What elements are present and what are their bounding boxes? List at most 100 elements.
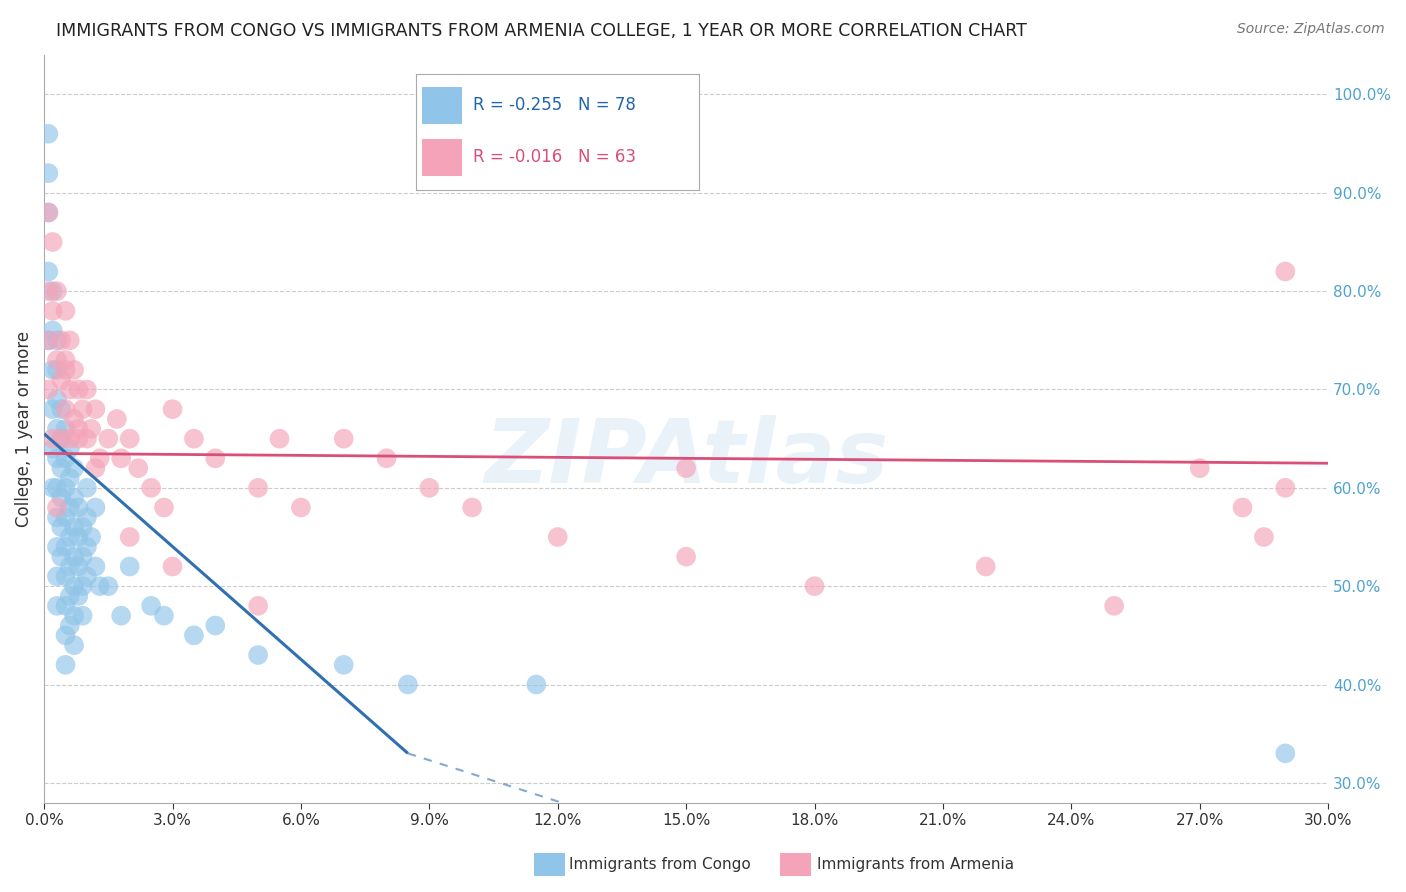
Point [41,442,63,456]
Point [59,530,82,544]
Point [51,432,73,446]
Point [76,569,98,583]
Point [67,432,90,446]
Point [675,549,697,564]
Point [51,549,73,564]
Point [97,579,120,593]
Point [41,432,63,446]
Point [59,618,82,632]
Point [59,432,82,446]
Point [51,373,73,387]
Point [55,363,77,377]
Point [55,353,77,368]
Point [55,599,77,613]
Point [461,500,484,515]
Point [59,559,82,574]
Point [1102,599,1125,613]
Point [110,451,132,466]
Point [84,402,107,417]
Point [51,334,73,348]
Point [67,383,90,397]
Point [105,412,128,426]
Point [46,500,69,515]
Point [37,264,59,278]
Point [41,235,63,249]
Point [55,540,77,554]
Point [37,205,59,219]
Point [63,461,86,475]
Point [41,284,63,298]
Point [63,363,86,377]
Point [183,628,205,642]
Point [59,500,82,515]
Point [46,540,69,554]
Point [162,559,184,574]
Point [118,530,141,544]
Point [247,648,270,662]
Point [118,559,141,574]
Point [80,422,103,436]
Point [63,608,86,623]
Point [1274,747,1296,761]
Text: ZIPAtlas: ZIPAtlas [484,416,889,502]
Point [204,451,226,466]
Point [110,608,132,623]
Point [332,432,354,446]
Point [46,569,69,583]
Point [41,481,63,495]
Point [41,363,63,377]
Point [72,520,94,534]
Point [1253,530,1275,544]
Text: Immigrants from Congo: Immigrants from Congo [569,857,751,871]
Point [63,412,86,426]
Point [46,284,69,298]
Text: Source: ZipAtlas.com: Source: ZipAtlas.com [1237,22,1385,37]
Point [80,530,103,544]
Point [1188,461,1211,475]
Point [84,500,107,515]
Point [51,402,73,417]
Point [41,402,63,417]
Point [547,530,569,544]
Point [55,628,77,642]
Point [97,432,120,446]
Point [1232,500,1254,515]
Point [418,481,440,495]
Point [153,500,176,515]
Point [51,432,73,446]
Point [55,402,77,417]
Point [72,579,94,593]
Point [46,599,69,613]
Point [59,383,82,397]
Point [37,205,59,219]
Point [1274,481,1296,495]
Point [153,608,176,623]
Point [67,559,90,574]
Point [72,549,94,564]
Point [37,334,59,348]
Point [55,303,77,318]
Point [396,677,419,691]
Point [247,481,270,495]
Point [1274,264,1296,278]
Point [139,481,162,495]
Point [63,549,86,564]
Point [46,510,69,524]
Point [84,461,107,475]
Point [290,500,312,515]
Point [55,510,77,524]
Point [76,540,98,554]
Point [46,353,69,368]
Point [46,334,69,348]
Point [89,451,111,466]
Point [46,363,69,377]
Point [76,481,98,495]
Point [67,589,90,603]
Point [46,392,69,407]
Point [59,442,82,456]
Point [59,471,82,485]
Point [63,491,86,505]
Point [37,284,59,298]
Point [183,432,205,446]
Point [41,324,63,338]
